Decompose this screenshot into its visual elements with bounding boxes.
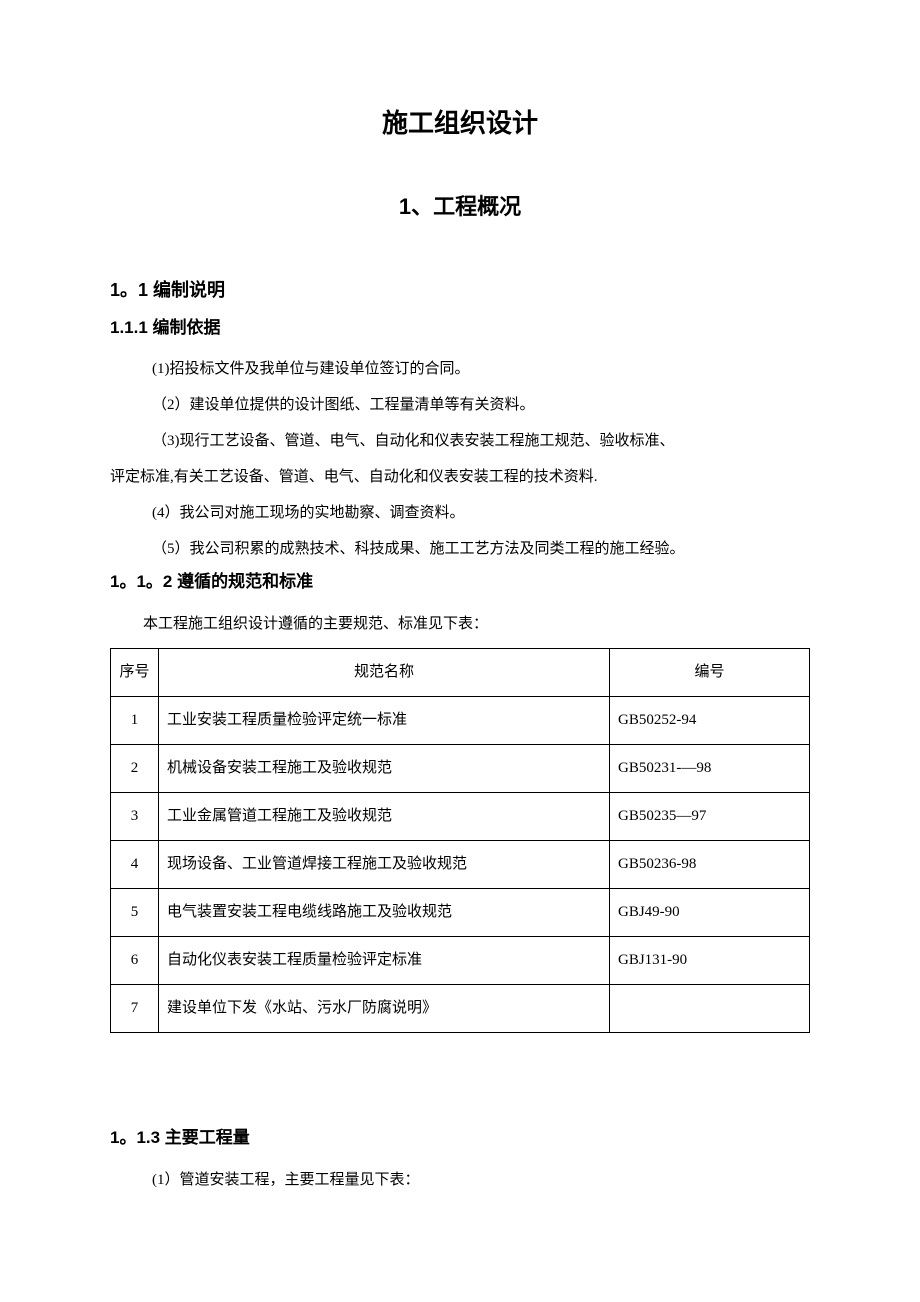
table-cell-name: 工业金属管道工程施工及验收规范 (159, 792, 610, 840)
paragraph-1-1-1-item-3-cont: 评定标准,有关工艺设备、管道、电气、自动化和仪表安装工程的技术资料. (110, 459, 810, 495)
table-cell-code: GB50231-—98 (610, 744, 810, 792)
table-row: 3 工业金属管道工程施工及验收规范 GB50235—97 (111, 792, 810, 840)
table-cell-num: 2 (111, 744, 159, 792)
table-row: 1 工业安装工程质量检验评定统一标准 GB50252-94 (111, 696, 810, 744)
table-row: 7 建设单位下发《水站、污水厂防腐说明》 (111, 984, 810, 1032)
table-cell-code: GBJ49-90 (610, 888, 810, 936)
table-cell-num: 4 (111, 840, 159, 888)
document-title: 施工组织设计 (110, 100, 810, 147)
table-header-row: 序号 规范名称 编号 (111, 648, 810, 696)
table-cell-name: 电气装置安装工程电缆线路施工及验收规范 (159, 888, 610, 936)
paragraph-1-1-2-intro: 本工程施工组织设计遵循的主要规范、标准见下表： (110, 606, 810, 642)
table-row: 4 现场设备、工业管道焊接工程施工及验收规范 GB50236-98 (111, 840, 810, 888)
section-1-1-heading: 1。1 编制说明 (110, 274, 810, 306)
table-cell-code (610, 984, 810, 1032)
subsection-1-1-3-heading: 1。1.3 主要工程量 (110, 1123, 810, 1154)
standards-table: 序号 规范名称 编号 1 工业安装工程质量检验评定统一标准 GB50252-94… (110, 648, 810, 1033)
paragraph-1-1-1-item-2: （2）建设单位提供的设计图纸、工程量清单等有关资料。 (110, 387, 810, 423)
table-cell-code: GB50235—97 (610, 792, 810, 840)
table-cell-name: 工业安装工程质量检验评定统一标准 (159, 696, 610, 744)
table-cell-name: 现场设备、工业管道焊接工程施工及验收规范 (159, 840, 610, 888)
subsection-1-1-2-heading: 1。1。2 遵循的规范和标准 (110, 567, 810, 598)
table-row: 5 电气装置安装工程电缆线路施工及验收规范 GBJ49-90 (111, 888, 810, 936)
table-header-num: 序号 (111, 648, 159, 696)
table-cell-num: 5 (111, 888, 159, 936)
table-cell-name: 自动化仪表安装工程质量检验评定标准 (159, 936, 610, 984)
table-cell-code: GB50252-94 (610, 696, 810, 744)
table-cell-name: 建设单位下发《水站、污水厂防腐说明》 (159, 984, 610, 1032)
table-row: 2 机械设备安装工程施工及验收规范 GB50231-—98 (111, 744, 810, 792)
paragraph-1-1-1-item-4: (4）我公司对施工现场的实地勘察、调查资料。 (110, 495, 810, 531)
table-header-name: 规范名称 (159, 648, 610, 696)
table-cell-num: 3 (111, 792, 159, 840)
table-cell-num: 6 (111, 936, 159, 984)
table-row: 6 自动化仪表安装工程质量检验评定标准 GBJ131-90 (111, 936, 810, 984)
table-cell-code: GBJ131-90 (610, 936, 810, 984)
table-header-code: 编号 (610, 648, 810, 696)
table-cell-num: 1 (111, 696, 159, 744)
subsection-1-1-1-heading: 1.1.1 编制依据 (110, 313, 810, 344)
paragraph-1-1-1-item-5: （5）我公司积累的成熟技术、科技成果、施工工艺方法及同类工程的施工经验。 (110, 531, 810, 567)
table-cell-name: 机械设备安装工程施工及验收规范 (159, 744, 610, 792)
chapter-title: 1、工程概况 (110, 187, 810, 227)
paragraph-1-1-1-item-3: （3)现行工艺设备、管道、电气、自动化和仪表安装工程施工规范、验收标准、 (110, 423, 810, 459)
table-cell-code: GB50236-98 (610, 840, 810, 888)
paragraph-1-1-3-intro: (1）管道安装工程，主要工程量见下表： (110, 1162, 810, 1198)
paragraph-1-1-1-item-1: (1)招投标文件及我单位与建设单位签订的合同。 (110, 351, 810, 387)
vertical-spacer (110, 1083, 810, 1123)
table-cell-num: 7 (111, 984, 159, 1032)
